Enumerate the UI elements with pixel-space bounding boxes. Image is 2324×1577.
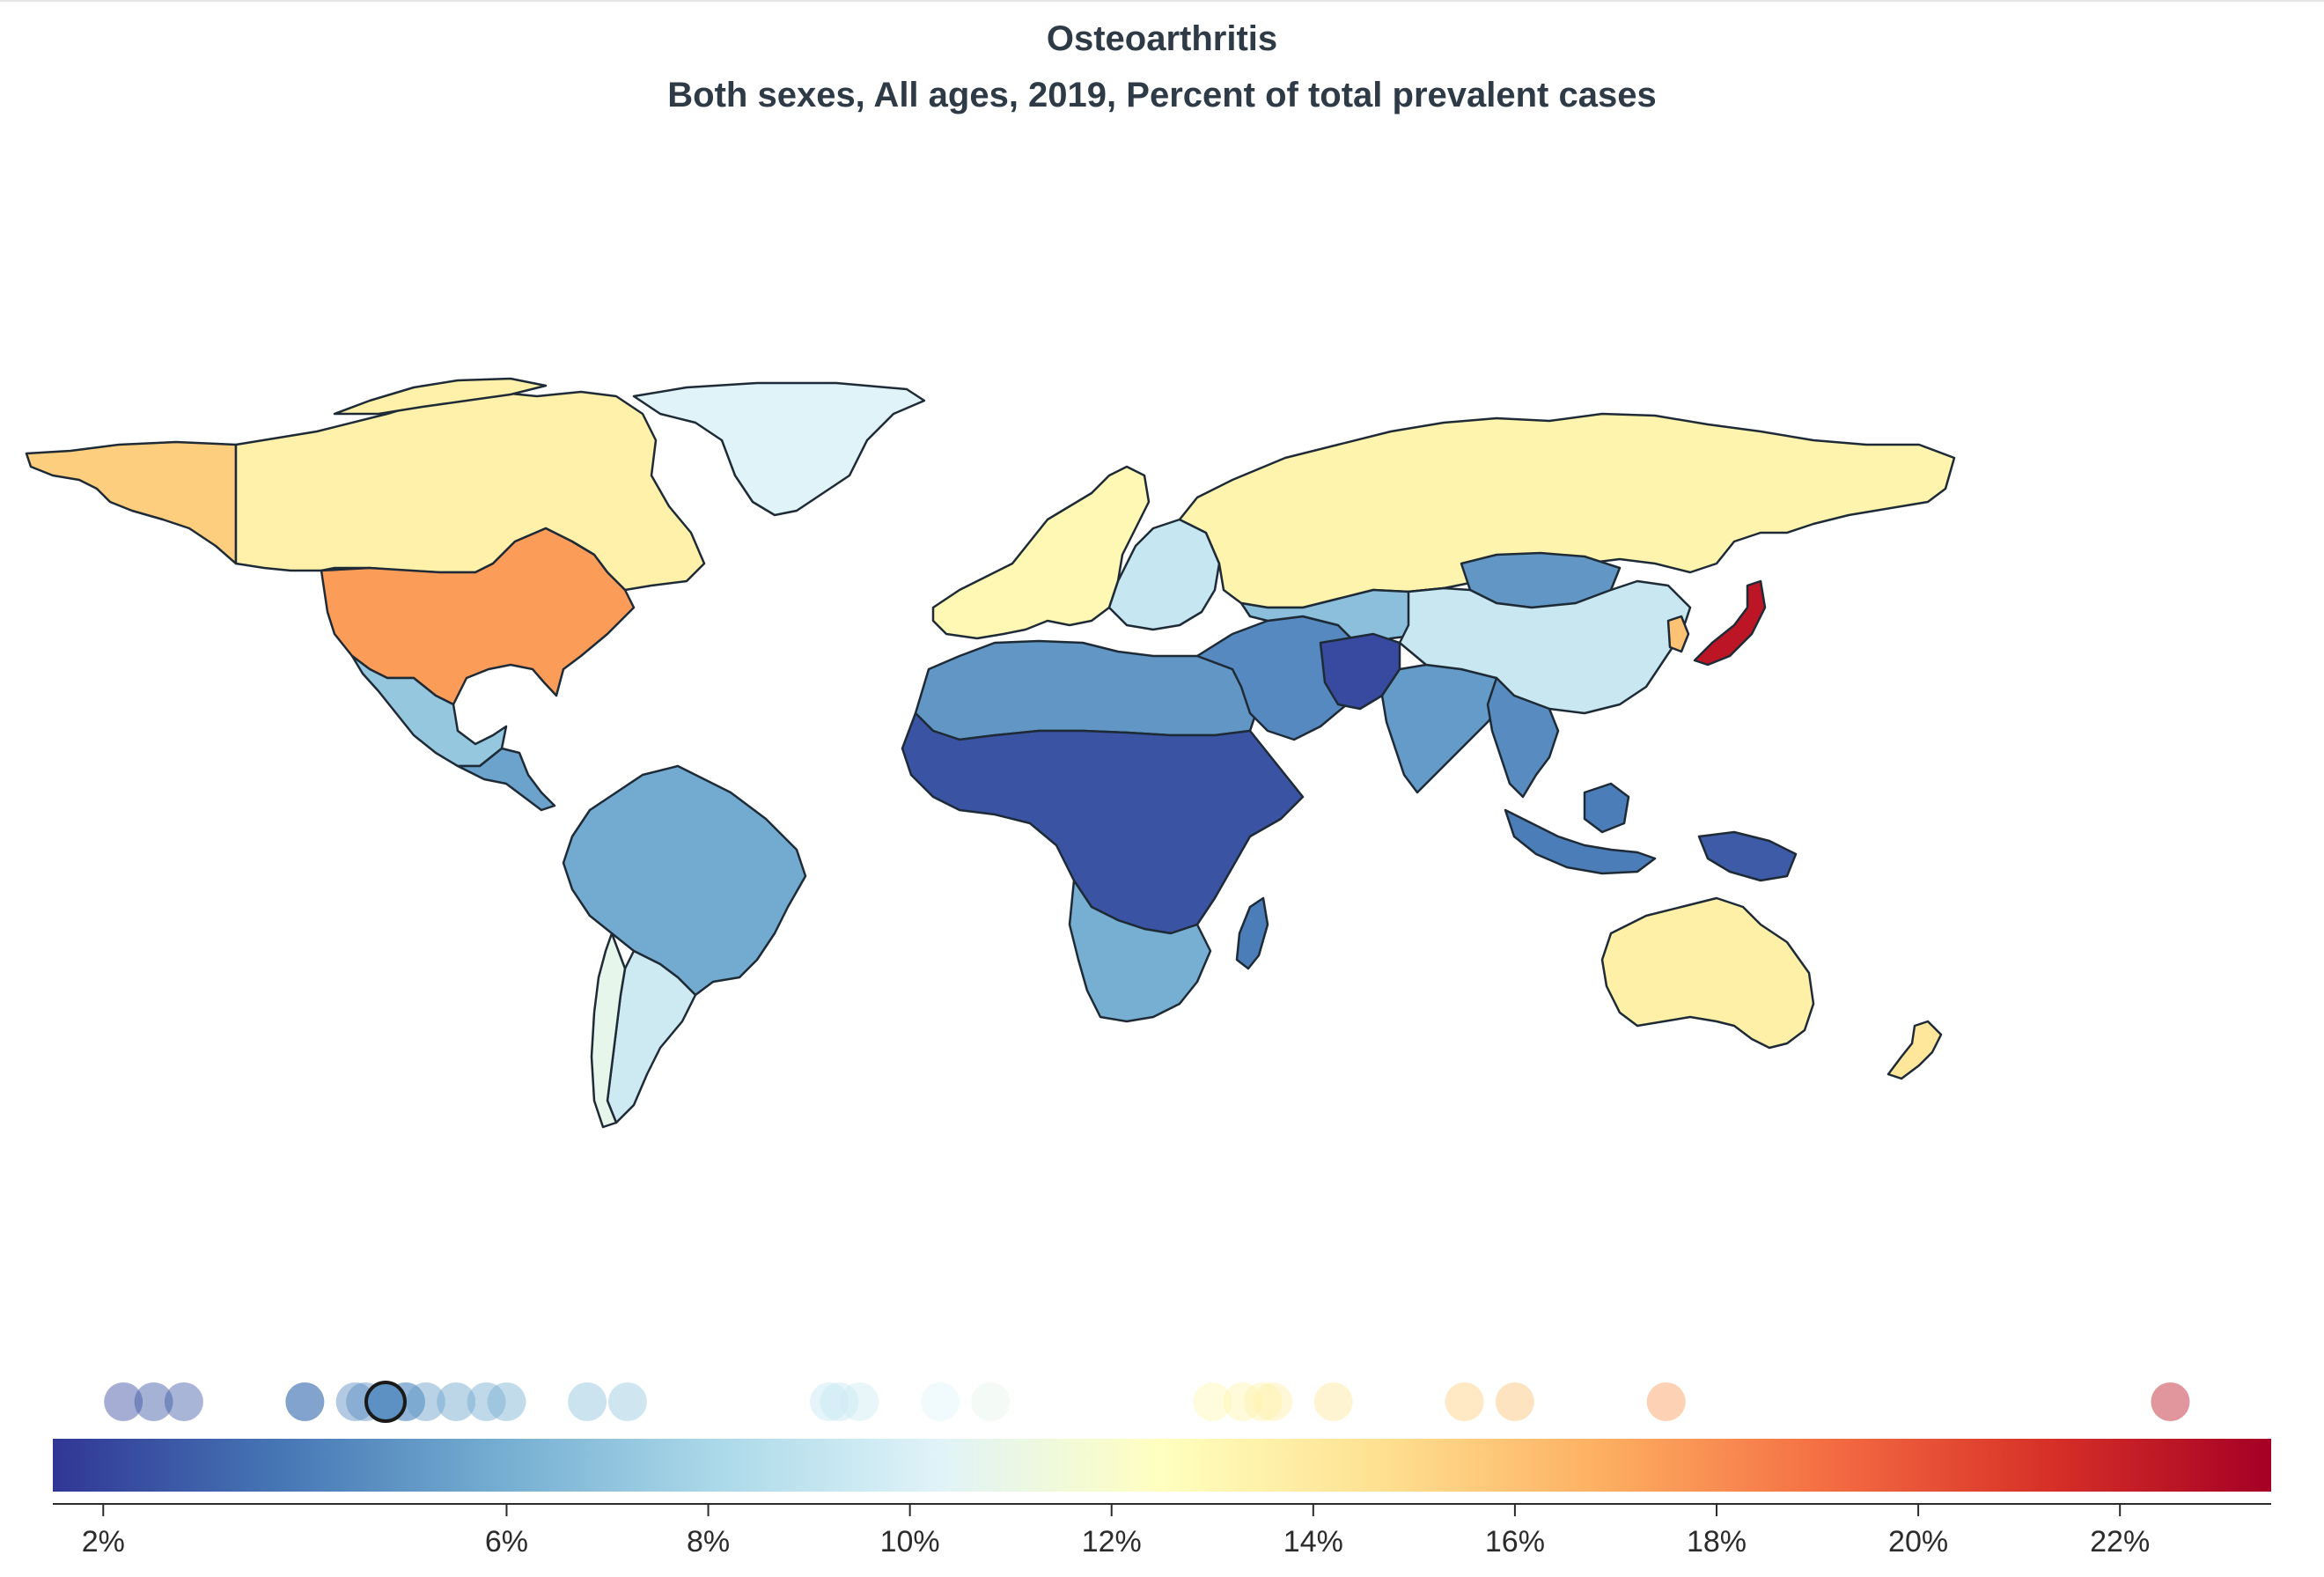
region-new-zealand[interactable] xyxy=(1886,1020,1943,1080)
region-indonesia[interactable] xyxy=(1504,808,1657,875)
value-dot[interactable] xyxy=(164,1382,203,1421)
top-rule xyxy=(0,0,2324,2)
region-china[interactable] xyxy=(1398,579,1692,715)
chart-title: Osteoarthritis xyxy=(1046,19,1278,58)
legend-tick-label: 12% xyxy=(1082,1525,1142,1559)
region-mexico[interactable] xyxy=(350,654,508,768)
value-dot[interactable] xyxy=(134,1382,173,1421)
legend-ticks: 2% 6% 8% 10% 12% 14% 16% 18% 20% 22% xyxy=(82,1504,2150,1559)
value-dot[interactable] xyxy=(840,1382,879,1421)
value-dot[interactable] xyxy=(1193,1382,1232,1421)
value-dot[interactable] xyxy=(810,1382,849,1421)
region-southeast-asia[interactable] xyxy=(1486,676,1560,799)
region-brazil[interactable] xyxy=(562,764,807,997)
region-canada[interactable] xyxy=(234,390,706,592)
value-dot[interactable] xyxy=(607,1382,647,1421)
value-dot[interactable] xyxy=(467,1382,506,1421)
value-dot[interactable] xyxy=(568,1382,607,1421)
value-dot[interactable] xyxy=(1223,1382,1262,1421)
region-eastern-europe[interactable] xyxy=(1107,518,1221,631)
region-central-america[interactable] xyxy=(456,747,556,812)
color-scale-bar xyxy=(53,1439,2271,1492)
legend-tick-label: 10% xyxy=(880,1525,940,1559)
value-dot[interactable] xyxy=(1254,1382,1292,1421)
legend-tick-label: 6% xyxy=(485,1525,528,1559)
world-map xyxy=(25,377,1956,1129)
region-papua-new-guinea[interactable] xyxy=(1697,830,1798,882)
legend-tick-label: 2% xyxy=(82,1525,125,1559)
region-australia[interactable] xyxy=(1600,896,1815,1050)
region-japan[interactable] xyxy=(1693,579,1767,667)
value-dot[interactable] xyxy=(335,1382,375,1421)
legend-tick-label: 22% xyxy=(2090,1525,2150,1559)
value-dot[interactable] xyxy=(1243,1382,1283,1421)
value-dot[interactable] xyxy=(971,1382,1011,1421)
legend-tick-label: 18% xyxy=(1687,1525,1747,1559)
region-southern-africa[interactable] xyxy=(1068,879,1212,1023)
value-dot[interactable] xyxy=(2151,1382,2190,1421)
region-alaska[interactable] xyxy=(25,440,238,565)
region-korea[interactable] xyxy=(1666,615,1690,653)
chart-subtitle: Both sexes, All ages, 2019, Percent of t… xyxy=(667,76,1657,114)
region-borneo[interactable] xyxy=(1583,782,1630,834)
value-dot[interactable] xyxy=(1313,1382,1353,1421)
region-madagascar[interactable] xyxy=(1235,896,1269,970)
region-greenland[interactable] xyxy=(632,381,926,517)
value-dot[interactable] xyxy=(437,1382,476,1421)
region-chile[interactable] xyxy=(590,932,627,1129)
legend-tick-label: 16% xyxy=(1485,1525,1545,1559)
value-dot[interactable] xyxy=(820,1382,859,1421)
value-dot[interactable] xyxy=(406,1382,445,1421)
value-dot-track xyxy=(104,1382,2190,1421)
value-dot[interactable] xyxy=(1445,1382,1484,1421)
region-sub-saharan-africa[interactable] xyxy=(901,711,1305,935)
value-dot[interactable] xyxy=(285,1382,325,1421)
value-dot[interactable] xyxy=(285,1382,325,1421)
value-dot[interactable] xyxy=(487,1382,526,1421)
value-dot[interactable] xyxy=(104,1382,143,1421)
value-dot[interactable] xyxy=(1495,1382,1534,1421)
region-india[interactable] xyxy=(1380,663,1507,794)
legend-tick-label: 20% xyxy=(1888,1525,1948,1559)
color-legend: 2% 6% 8% 10% 12% 14% 16% 18% 20% 22% xyxy=(53,1381,2271,1559)
legend-tick-label: 14% xyxy=(1283,1525,1343,1559)
legend-tick-label: 8% xyxy=(687,1525,730,1559)
selected-value-marker[interactable] xyxy=(364,1381,407,1423)
region-western-europe[interactable] xyxy=(931,465,1151,640)
value-dot[interactable] xyxy=(921,1382,960,1421)
region-canada-arctic[interactable] xyxy=(333,377,548,416)
value-dot[interactable] xyxy=(1646,1382,1686,1421)
